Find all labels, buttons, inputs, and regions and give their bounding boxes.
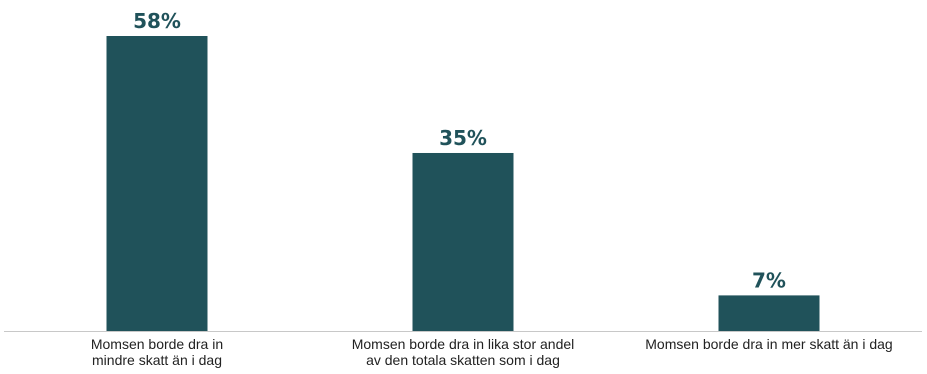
category-label-line: mindre skatt än i dag (92, 352, 222, 368)
category-label-line: Momsen borde dra in (91, 336, 223, 352)
value-labels-group: 58% 35% 7% (133, 9, 786, 292)
bar-1 (106, 36, 208, 331)
value-label-3: 7% (752, 268, 786, 292)
bar-3 (718, 295, 820, 331)
bars-group (106, 36, 820, 331)
category-label-3: Momsen borde dra in mer skatt än i dag (645, 336, 892, 352)
category-labels-group: Momsen borde dra in mindre skatt än i dag… (91, 336, 893, 368)
value-label-2: 35% (439, 126, 487, 150)
bar-2 (412, 152, 514, 331)
category-label-line: Momsen borde dra in lika stor andel (352, 336, 575, 352)
value-label-1: 58% (133, 9, 181, 33)
category-label-1: Momsen borde dra in mindre skatt än i dag (91, 336, 223, 368)
category-label-2: Momsen borde dra in lika stor andel av de… (352, 336, 575, 368)
category-label-line: Momsen borde dra in mer skatt än i dag (645, 336, 892, 352)
category-label-line: av den totala skatten som i dag (366, 352, 560, 368)
